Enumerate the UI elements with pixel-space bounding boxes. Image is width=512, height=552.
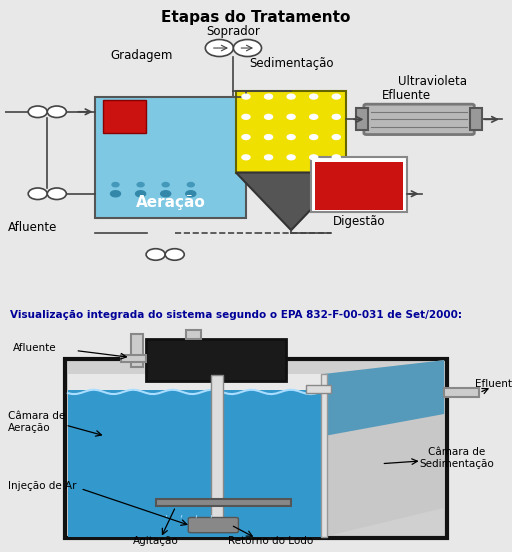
Text: Soprador: Soprador [206, 25, 261, 38]
Circle shape [47, 188, 67, 199]
Circle shape [310, 155, 318, 160]
Bar [311, 157, 407, 212]
Circle shape [242, 135, 250, 140]
Text: Aeração: Aeração [136, 195, 206, 210]
Bar [211, 375, 223, 524]
Text: Injeção de Ar: Injeção de Ar [8, 481, 76, 491]
Text: Digestão: Digestão [333, 215, 385, 227]
Text: Efluente: Efluente [381, 88, 431, 102]
Bar [103, 99, 145, 133]
Circle shape [242, 114, 250, 119]
Bar [68, 374, 324, 537]
Circle shape [332, 135, 340, 140]
Bar [145, 339, 286, 381]
Circle shape [28, 188, 47, 199]
Text: Afluente: Afluente [8, 221, 57, 233]
Circle shape [28, 106, 47, 118]
Bar [470, 108, 482, 130]
Circle shape [111, 191, 120, 197]
FancyBboxPatch shape [188, 518, 239, 533]
Circle shape [287, 114, 295, 119]
Circle shape [332, 155, 340, 160]
Text: Retorno do Lodo: Retorno do Lodo [228, 537, 314, 546]
Polygon shape [324, 360, 444, 436]
Text: Sedimentação: Sedimentação [249, 57, 333, 70]
Bar [236, 91, 346, 172]
Circle shape [186, 191, 196, 197]
Bar [95, 97, 246, 218]
Circle shape [233, 40, 262, 56]
Text: Câmara de
Sedimentação: Câmara de Sedimentação [419, 447, 494, 469]
Circle shape [242, 94, 250, 99]
Text: Etapas do Tratamento: Etapas do Tratamento [161, 10, 351, 25]
Bar [66, 359, 446, 538]
Polygon shape [236, 172, 346, 230]
Bar [444, 388, 479, 397]
Bar [356, 108, 369, 130]
Bar [315, 162, 402, 210]
Text: Ultravioleta: Ultravioleta [398, 75, 467, 88]
Text: Efluente: Efluente [475, 379, 512, 389]
Circle shape [287, 135, 295, 140]
Circle shape [265, 155, 272, 160]
Text: ,: , [179, 509, 182, 519]
Circle shape [265, 114, 272, 119]
FancyBboxPatch shape [364, 104, 474, 135]
Circle shape [161, 191, 170, 197]
Circle shape [205, 40, 233, 56]
Bar [120, 354, 145, 362]
Polygon shape [324, 360, 444, 537]
Bar [68, 374, 324, 390]
Text: Câmara de
Aeração: Câmara de Aeração [8, 411, 65, 433]
Text: ,: , [209, 509, 212, 519]
Text: ,: , [194, 509, 197, 519]
Circle shape [287, 94, 295, 99]
Circle shape [137, 183, 144, 187]
Text: Gradagem: Gradagem [111, 49, 173, 62]
Circle shape [310, 94, 318, 99]
Text: ,: , [164, 509, 167, 519]
Text: Afluente: Afluente [13, 343, 57, 353]
Circle shape [136, 191, 145, 197]
Circle shape [332, 94, 340, 99]
Circle shape [112, 183, 119, 187]
Circle shape [310, 114, 318, 119]
Bar [186, 330, 201, 339]
Text: Visualização integrada do sistema segundo o EPA 832-F-00-031 de Set/2000:: Visualização integrada do sistema segund… [10, 310, 462, 320]
Circle shape [47, 106, 67, 118]
Circle shape [162, 183, 169, 187]
Bar [156, 499, 291, 507]
Circle shape [265, 94, 272, 99]
Bar [306, 385, 331, 393]
Text: Agitação: Agitação [133, 537, 179, 546]
Circle shape [242, 155, 250, 160]
Circle shape [187, 183, 194, 187]
Bar [131, 334, 143, 367]
Circle shape [310, 135, 318, 140]
Circle shape [287, 155, 295, 160]
Circle shape [165, 249, 184, 260]
Bar [321, 374, 327, 537]
Circle shape [265, 135, 272, 140]
Circle shape [146, 249, 165, 260]
Circle shape [332, 114, 340, 119]
